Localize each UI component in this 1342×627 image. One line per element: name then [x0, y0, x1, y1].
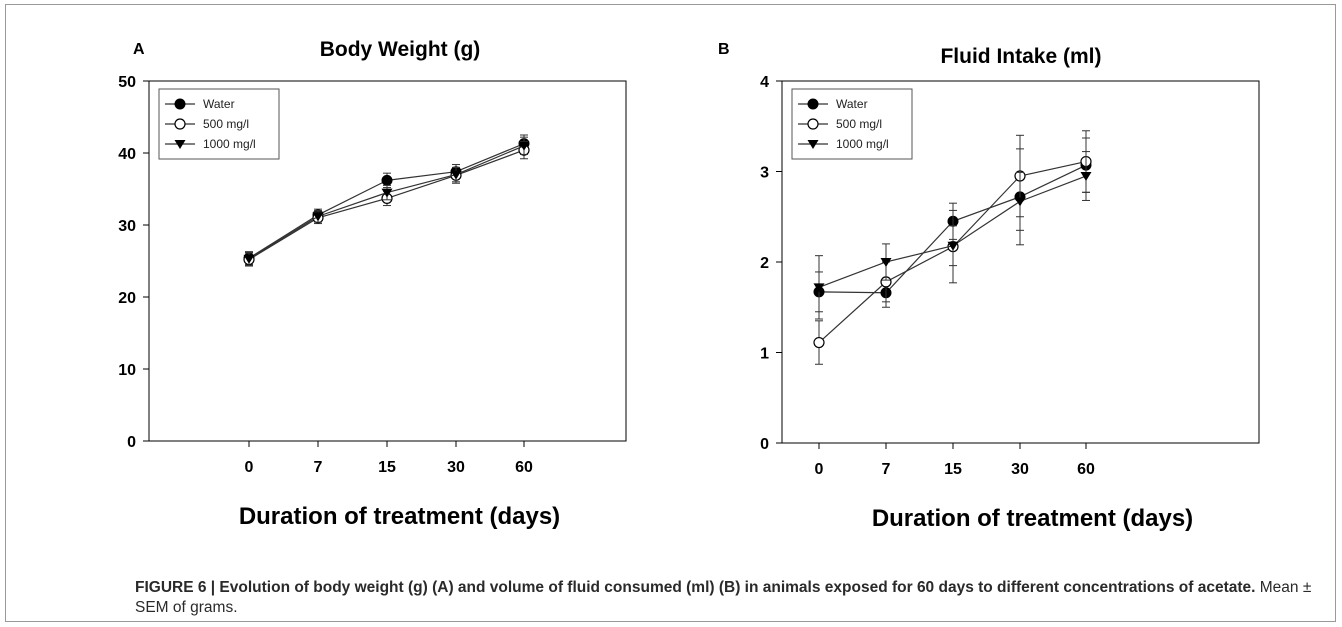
x-tick-label: 0 — [245, 459, 254, 476]
legend-marker — [174, 98, 186, 110]
y-tick-label: 1 — [760, 346, 769, 363]
x-axis-label: Duration of treatment (days) — [239, 503, 560, 530]
y-tick-label: 40 — [118, 146, 136, 163]
chart-panel-b: B Fluid Intake (ml) 0 1 2 3 4 0 7 15 30 60 Duration … — [718, 41, 1260, 532]
chart-panel-a: A Body Weight (g) 0 10 20 30 40 50 0 7 15 30 60 Durat… — [118, 38, 627, 530]
y-tick-label: 50 — [118, 74, 136, 91]
legend-marker — [807, 118, 819, 130]
data-point — [1014, 197, 1026, 207]
x-tick-label: 0 — [815, 461, 824, 478]
x-tick-label: 7 — [314, 459, 323, 476]
data-point — [381, 174, 393, 186]
y-tick-label: 4 — [760, 74, 769, 91]
data-point — [312, 212, 324, 222]
data-point — [1080, 172, 1092, 182]
data-point — [243, 254, 255, 264]
x-tick-label: 15 — [378, 459, 396, 476]
series-500-mg-l — [243, 140, 530, 267]
y-tick-label: 10 — [118, 362, 136, 379]
legend-label: 500 mg/l — [203, 117, 249, 131]
x-tick-label: 30 — [447, 459, 465, 476]
legend-label: Water — [836, 97, 868, 111]
x-tick-label: 60 — [515, 459, 533, 476]
legend-label: 1000 mg/l — [203, 137, 256, 151]
x-tick-label: 15 — [944, 461, 962, 478]
y-tick-label: 3 — [760, 165, 769, 182]
x-axis-label: Duration of treatment (days) — [872, 505, 1193, 532]
data-point — [518, 141, 530, 151]
x-tick-label: 30 — [1011, 461, 1029, 478]
data-point — [947, 241, 959, 251]
data-point — [813, 336, 825, 349]
legend-label: 500 mg/l — [836, 117, 882, 131]
panel-label: A — [133, 41, 145, 58]
x-tick-label: 7 — [882, 461, 891, 478]
legend: Water 500 mg/l 1000 mg/l — [791, 88, 913, 160]
chart-title: Fluid Intake (ml) — [940, 45, 1101, 68]
legend-marker — [807, 140, 819, 149]
y-tick-label: 0 — [760, 436, 769, 453]
y-tick-label: 20 — [118, 290, 136, 307]
caption-bold: FIGURE 6 | Evolution of body weight (g) … — [135, 579, 1256, 596]
legend-label: 1000 mg/l — [836, 137, 889, 151]
legend-label: Water — [203, 97, 235, 111]
figure-frame — [5, 4, 1336, 622]
y-tick-label: 2 — [760, 255, 769, 272]
series-1000-mg-l — [243, 136, 530, 266]
series-1000-mg-l — [813, 151, 1092, 320]
y-tick-label: 30 — [118, 218, 136, 235]
legend-marker — [174, 140, 186, 149]
legend-marker — [807, 98, 819, 110]
figure-caption: FIGURE 6 | Evolution of body weight (g) … — [135, 578, 1330, 618]
data-point — [381, 188, 393, 198]
x-tick-label: 60 — [1077, 461, 1095, 478]
data-point — [880, 258, 892, 267]
legend-marker — [174, 118, 186, 130]
legend: Water 500 mg/l 1000 mg/l — [158, 88, 280, 160]
y-tick-label: 0 — [127, 434, 136, 451]
data-point — [450, 170, 462, 180]
chart-title: Body Weight (g) — [320, 38, 481, 61]
caption-plain: Mean ± SEM of grams. — [135, 579, 1312, 616]
data-point — [813, 283, 825, 293]
panel-label: B — [718, 41, 730, 58]
